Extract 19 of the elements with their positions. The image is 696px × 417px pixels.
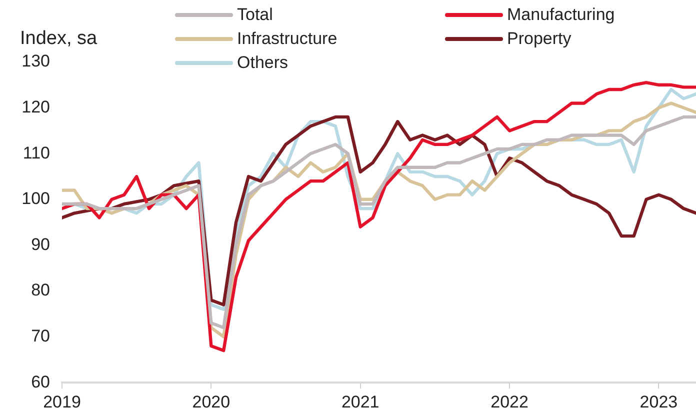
y-tick-label: 110 — [22, 143, 50, 162]
x-tick-label: 2023 — [640, 392, 678, 412]
x-tick-label: 2020 — [192, 392, 230, 412]
legend-label: Others — [237, 53, 288, 73]
x-tick-label: 2022 — [490, 392, 528, 412]
y-tick-label: 120 — [22, 97, 50, 116]
y-axis-title: Index, sa — [20, 28, 98, 50]
x-tick-label: 2021 — [341, 392, 380, 412]
legend-label: Infrastructure — [237, 29, 338, 49]
y-tick-label: 90 — [31, 234, 50, 254]
y-tick-label: 100 — [22, 189, 50, 208]
legend-label: Property — [507, 29, 572, 49]
y-tick-label: 130 — [22, 52, 50, 71]
legend-label: Total — [237, 5, 273, 25]
y-tick-label: 60 — [31, 372, 50, 392]
x-tick-label: 2019 — [43, 392, 81, 412]
y-tick-label: 80 — [31, 280, 50, 300]
y-tick-label: 70 — [31, 326, 50, 346]
legend-label: Manufacturing — [507, 5, 615, 25]
